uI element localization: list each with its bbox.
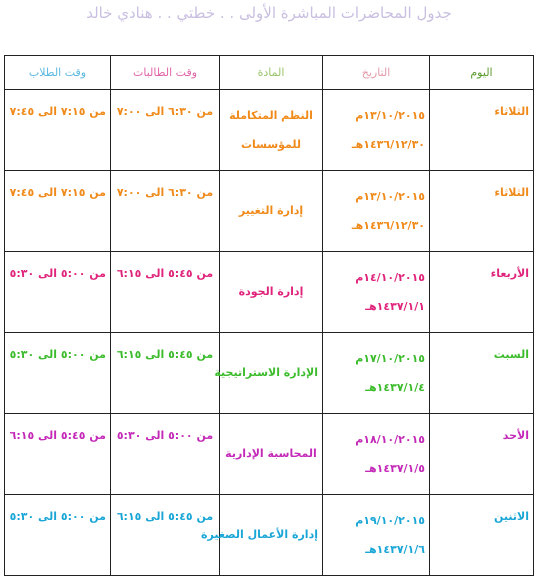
hijri-date: ١٤٣٧/١/٥هـ — [365, 461, 425, 475]
header-day: اليوم — [429, 55, 534, 90]
table-row: الاثنين ١٩/١٠/٢٠١٥م ١٤٣٧/١/٦هـ إدارة الأعما… — [4, 494, 534, 576]
hijri-date: ١٤٣٧/١/٤هـ — [365, 380, 425, 394]
gregorian-date: ١٣/١٠/٢٠١٥م — [355, 189, 425, 203]
subject-cell: الإدارة الاستراتيجية — [214, 332, 323, 414]
day-cell: الاثنين — [429, 494, 534, 576]
day-label: الثلاثاء — [494, 186, 529, 199]
male-time-cell: من ٥:٤٥ الى ٦:١٥ — [4, 413, 111, 495]
header-row: اليوم التاريخ المادة وقت الطالبات وقت ال… — [4, 55, 534, 90]
day-cell: الأربعاء — [429, 251, 534, 333]
subject-cell: إدارة التغيير — [219, 170, 323, 252]
subject-line: المحاسبة الإدارية — [225, 447, 317, 460]
male-time-cell: من ٥:٠٠ الى ٥:٣٠ — [4, 494, 111, 576]
header-date: التاريخ — [322, 55, 430, 90]
header-male-time: وقت الطلاب — [4, 55, 111, 90]
date-cell: ١٣/١٠/٢٠١٥م ١٤٣٦/١٢/٣٠هـ — [322, 89, 430, 171]
day-label: السبت — [493, 348, 529, 361]
male-time-cell: من ٧:١٥ الى ٧:٤٥ — [4, 89, 111, 171]
schedule-table: اليوم التاريخ المادة وقت الطالبات وقت ال… — [4, 55, 534, 576]
male-time: من ٥:٠٠ الى ٥:٣٠ — [9, 267, 106, 280]
gregorian-date: ١٨/١٠/٢٠١٥م — [355, 432, 425, 446]
female-time-cell: من ٥:٠٠ الى ٥:٣٠ — [110, 413, 220, 495]
male-time-cell: من ٥:٠٠ الى ٥:٣٠ — [4, 332, 111, 414]
gregorian-date: ١٤/١٠/٢٠١٥م — [355, 270, 425, 284]
hijri-date: ١٤٣٧/١/٦هـ — [365, 542, 425, 556]
subject-line: الإدارة الاستراتيجية — [214, 366, 318, 379]
female-time-cell: من ٥:٤٥ الى ٦:١٥ — [110, 251, 220, 333]
female-time: من ٥:٤٥ الى ٦:١٥ — [116, 267, 214, 280]
gregorian-date: ١٣/١٠/٢٠١٥م — [355, 108, 425, 122]
table-row: السبت ١٧/١٠/٢٠١٥م ١٤٣٧/١/٤هـ الإدارة الاستر… — [4, 332, 534, 414]
subject-cell: إدارة الجودة — [219, 251, 323, 333]
female-time: من ٦:٣٠ الى ٧:٠٠ — [116, 186, 214, 199]
day-cell: السبت — [429, 332, 534, 414]
subject-line: إدارة الأعمال الصغيرة — [201, 528, 318, 541]
header-subject: المادة — [219, 55, 323, 90]
male-time: من ٥:٠٠ الى ٥:٣٠ — [9, 510, 106, 523]
female-time-cell: من ٦:٣٠ الى ٧:٠٠ — [110, 170, 220, 252]
day-cell: الثلاثاء — [429, 170, 534, 252]
subject-cell: المحاسبة الإدارية — [219, 413, 323, 495]
hijri-date: ١٤٣٦/١٢/٣٠هـ — [351, 137, 425, 151]
date-cell: ١٩/١٠/٢٠١٥م ١٤٣٧/١/٦هـ — [322, 494, 430, 576]
female-time-cell: من ٥:٤٥ الى ٦:١٥ — [110, 332, 220, 414]
subject-line: النظم المتكاملة — [229, 108, 313, 122]
table-row: الثلاثاء ١٣/١٠/٢٠١٥م ١٤٣٦/١٢/٣٠هـ إدارة الت… — [4, 170, 534, 252]
hijri-date: ١٤٣٧/١/١هـ — [365, 299, 425, 313]
female-time: من ٥:٠٠ الى ٥:٣٠ — [116, 429, 214, 442]
subject-cell: النظم المتكاملة للمؤسسات — [219, 89, 323, 171]
day-label: الأحد — [502, 429, 529, 442]
table-row: الأحد ١٨/١٠/٢٠١٥م ١٤٣٧/١/٥هـ المحاسبة الإدا… — [4, 413, 534, 495]
subject-line: إدارة الجودة — [238, 285, 304, 298]
date-cell: ١٤/١٠/٢٠١٥م ١٤٣٧/١/١هـ — [322, 251, 430, 333]
female-time: من ٥:٤٥ الى ٦:١٥ — [116, 348, 214, 361]
day-cell: الثلاثاء — [429, 89, 534, 171]
male-time: من ٧:١٥ الى ٧:٤٥ — [9, 186, 106, 199]
male-time: من ٥:٠٠ الى ٥:٣٠ — [9, 348, 106, 361]
male-time-cell: من ٧:١٥ الى ٧:٤٥ — [4, 170, 111, 252]
day-label: الثلاثاء — [494, 105, 529, 118]
day-label: الاثنين — [494, 510, 529, 523]
table-row: الأربعاء ١٤/١٠/٢٠١٥م ١٤٣٧/١/١هـ إدارة الجود… — [4, 251, 534, 333]
male-time-cell: من ٥:٠٠ الى ٥:٣٠ — [4, 251, 111, 333]
page-title: جدول المحاضرات المباشرة الأولى . . خطتي … — [86, 4, 452, 22]
male-time: من ٥:٤٥ الى ٦:١٥ — [9, 429, 106, 442]
table-row: الثلاثاء ١٣/١٠/٢٠١٥م ١٤٣٦/١٢/٣٠هـ النظم الم… — [4, 89, 534, 171]
subject-line: إدارة التغيير — [238, 204, 304, 217]
date-cell: ١٨/١٠/٢٠١٥م ١٤٣٧/١/٥هـ — [322, 413, 430, 495]
header-female-time: وقت الطالبات — [110, 55, 220, 90]
day-cell: الأحد — [429, 413, 534, 495]
female-time-cell: من ٦:٣٠ الى ٧:٠٠ — [110, 89, 220, 171]
subject-cell: إدارة الأعمال الصغيرة — [201, 494, 323, 576]
female-time: من ٥:٤٥ الى ٦:١٥ — [116, 510, 214, 523]
male-time: من ٧:١٥ الى ٧:٤٥ — [9, 105, 106, 118]
female-time: من ٦:٣٠ الى ٧:٠٠ — [116, 105, 214, 118]
subject-line: للمؤسسات — [240, 137, 302, 151]
date-cell: ١٣/١٠/٢٠١٥م ١٤٣٦/١٢/٣٠هـ — [322, 170, 430, 252]
date-cell: ١٧/١٠/٢٠١٥م ١٤٣٧/١/٤هـ — [322, 332, 430, 414]
hijri-date: ١٤٣٦/١٢/٣٠هـ — [351, 218, 425, 232]
gregorian-date: ١٩/١٠/٢٠١٥م — [355, 513, 425, 527]
day-label: الأربعاء — [490, 267, 529, 280]
gregorian-date: ١٧/١٠/٢٠١٥م — [355, 351, 425, 365]
